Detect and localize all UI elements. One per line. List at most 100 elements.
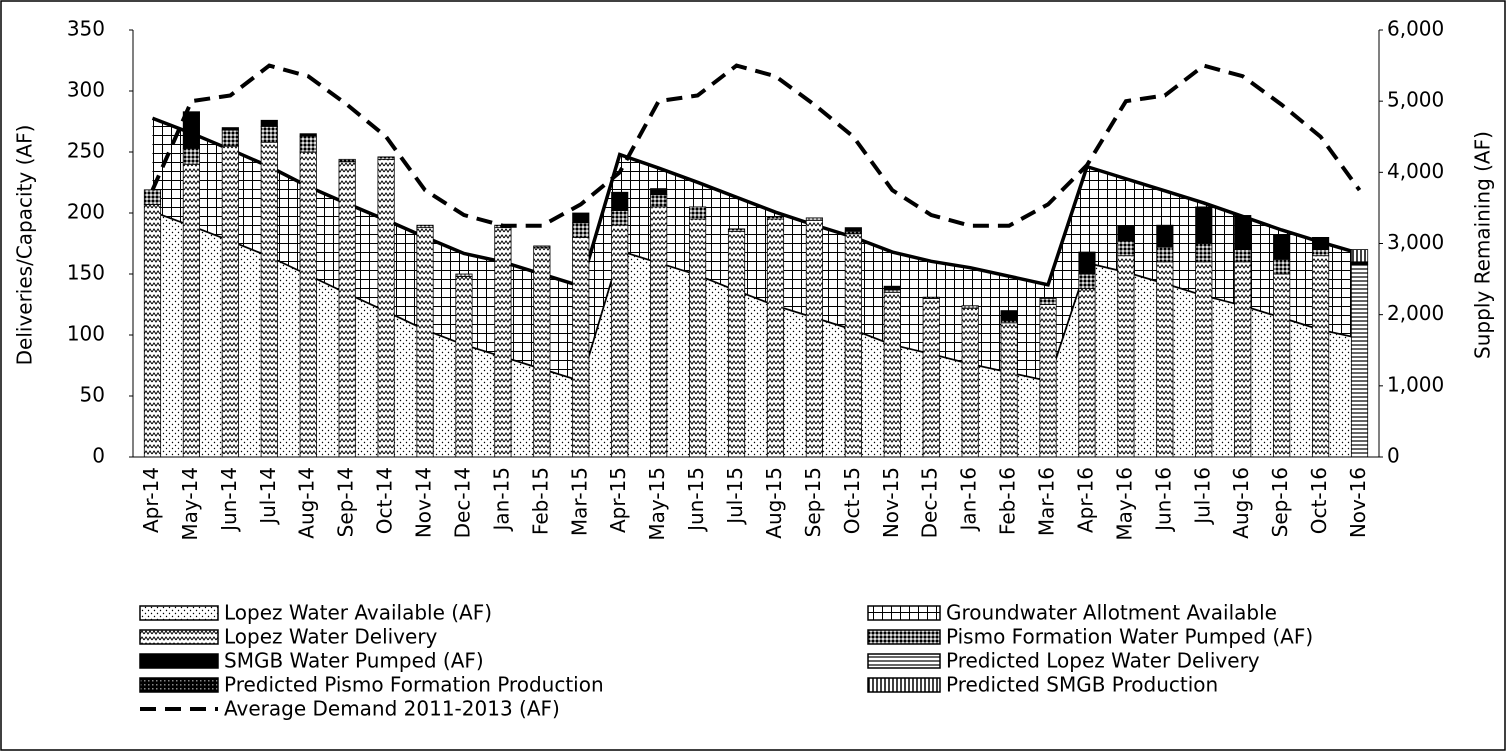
legend-swatch: [867, 605, 941, 621]
bar: [221, 145, 239, 458]
y-tick-label: 300: [67, 78, 105, 102]
bar: [260, 119, 278, 127]
bar: [1273, 273, 1291, 458]
area: [152, 118, 1360, 381]
x-tick-label: Jun-16: [1151, 467, 1175, 533]
x-tick-label: Jan-16: [957, 467, 981, 533]
y-tick-label: 350: [67, 17, 105, 41]
legend-label: Pismo Formation Water Pumped (AF): [946, 625, 1313, 649]
legend-swatch: [867, 653, 941, 669]
bar: [1273, 258, 1291, 275]
bar: [611, 224, 629, 458]
bar: [727, 228, 746, 232]
y2-tick-label: 2,000: [1387, 301, 1444, 325]
bar: [727, 230, 746, 458]
bar: [1000, 310, 1018, 321]
x-tick-label: Sep-14: [334, 467, 358, 537]
bar: [1156, 246, 1174, 263]
bar: [844, 233, 862, 458]
x-tick-label: Jun-14: [217, 467, 241, 533]
x-tick-label: Sep-15: [801, 467, 825, 537]
bar: [299, 133, 317, 137]
bar: [572, 212, 590, 224]
bar: [1234, 215, 1252, 251]
bar: [182, 147, 200, 165]
y-axis-label: Deliveries/Capacity (AF): [13, 125, 37, 366]
bar: [572, 236, 590, 458]
bar: [650, 206, 668, 458]
x-tick-label: May-14: [178, 467, 202, 541]
bar: [922, 297, 940, 458]
x-tick-label: Aug-14: [295, 467, 319, 539]
bar: [143, 204, 162, 458]
bar: [143, 189, 162, 205]
bar: [572, 222, 590, 238]
bar: [766, 216, 785, 220]
x-tick-label: Aug-15: [762, 467, 786, 539]
x-tick-label: Jul-15: [723, 467, 747, 526]
bar: [416, 227, 434, 458]
bar: [766, 218, 785, 458]
bar: [1117, 240, 1135, 257]
bar: [455, 273, 473, 277]
bar: [1273, 234, 1291, 260]
bar: [533, 245, 551, 248]
bar: [338, 161, 356, 458]
x-tick-label: Jan-15: [489, 467, 513, 533]
x-tick-label: May-16: [1112, 467, 1136, 541]
bar: [377, 158, 395, 458]
bar: [1156, 224, 1174, 248]
x-tick-label: Nov-15: [879, 467, 903, 538]
y2-tick-label: 1,000: [1387, 372, 1444, 396]
bar: [1039, 297, 1057, 305]
legend-swatch: [139, 629, 219, 645]
bar: [1156, 261, 1174, 458]
bar: [338, 158, 356, 163]
bar: [377, 156, 395, 160]
bar: [1234, 249, 1252, 263]
bar: [883, 285, 901, 291]
bar: [1195, 243, 1213, 263]
legend-label: Predicted Pismo Formation Production: [224, 673, 604, 697]
y-tick-label: 0: [92, 444, 105, 468]
bar: [805, 219, 823, 458]
bar: [533, 246, 551, 458]
x-tick-label: May-15: [645, 467, 669, 541]
bar: [1195, 206, 1213, 244]
x-tick-label: Apr-15: [606, 467, 630, 533]
y-tick-label: 150: [67, 261, 105, 285]
legend-label: SMGB Water Pumped (AF): [224, 649, 484, 673]
x-tick-label: Nov-14: [412, 467, 436, 538]
x-tick-label: Dec-15: [918, 467, 942, 538]
bar: [1078, 288, 1096, 458]
bar: [221, 127, 239, 131]
bar: [650, 188, 668, 196]
legend-swatch: [867, 677, 941, 693]
y2-tick-label: 5,000: [1387, 88, 1444, 112]
x-tick-label: Jun-15: [684, 467, 708, 533]
legend-swatch: [139, 653, 219, 669]
bar: [1350, 263, 1369, 458]
bar: [221, 129, 239, 147]
bar: [260, 125, 278, 143]
line: [150, 63, 1362, 228]
legend-label: Predicted Lopez Water Delivery: [946, 649, 1260, 673]
x-tick-label: Oct-14: [373, 467, 397, 534]
bar: [1117, 226, 1135, 242]
legend-label: Groundwater Allotment Available: [946, 601, 1277, 625]
bar: [1000, 322, 1018, 458]
y2-axis-label: Supply Remaining (AF): [1471, 131, 1495, 359]
x-tick-label: Mar-16: [1035, 467, 1059, 536]
x-tick-label: Jul-16: [1190, 467, 1214, 526]
x-tick-label: Apr-16: [1073, 467, 1097, 533]
y2-tick-label: 3,000: [1387, 230, 1444, 254]
bar: [611, 210, 629, 226]
x-tick-label: Sep-16: [1268, 467, 1292, 537]
x-tick-label: Mar-15: [567, 467, 591, 536]
bar: [1117, 255, 1135, 458]
bar: [1078, 251, 1096, 275]
bar: [611, 191, 629, 211]
legend-label: Lopez Water Available (AF): [224, 601, 492, 625]
y2-tick-label: 4,000: [1387, 159, 1444, 183]
